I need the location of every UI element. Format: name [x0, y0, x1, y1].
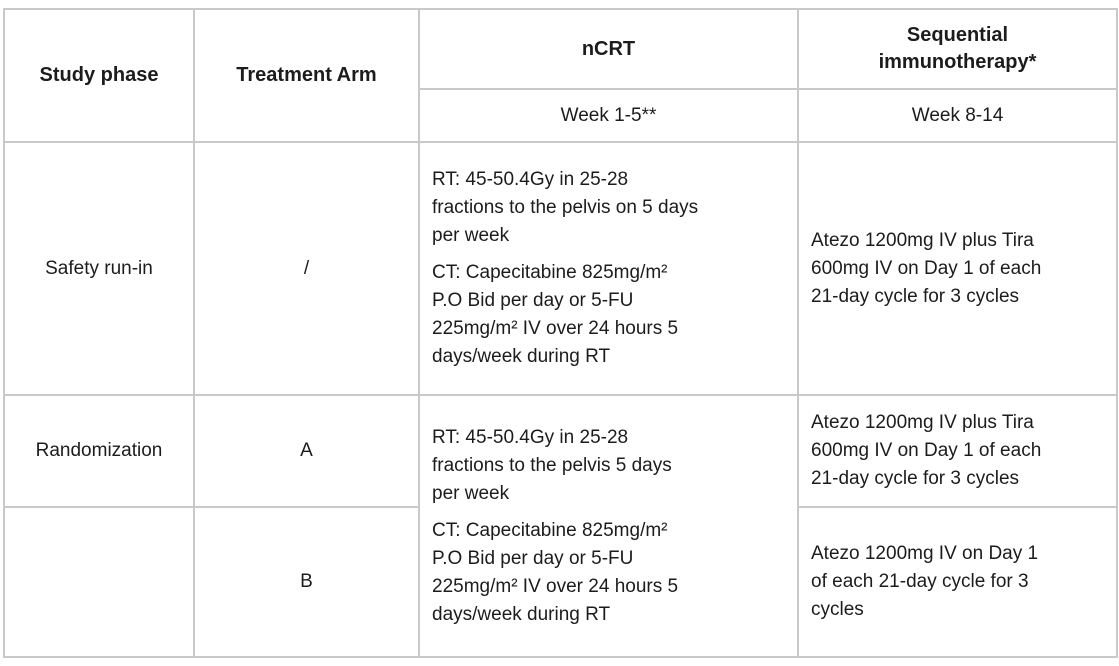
row-randomization-arm-a: Randomization A RT: 45-50.4Gy in 25-28 f… [3, 394, 1118, 658]
col-header-sequential-immunotherapy: Sequential immunotherapy* [797, 8, 1118, 90]
header-row-main: Study phase Treatment Arm nCRT Sequentia… [3, 8, 1118, 143]
safety-ncrt-ct-text: CT: Capecitabine 825mg/m² P.O Bid per da… [432, 262, 679, 367]
cell-arm-a-seq: Atezo 1200mg IV plus Tira 600mg IV on Da… [797, 394, 1118, 508]
cell-arm-a: A [193, 394, 420, 508]
cell-safety-arm: / [193, 141, 420, 396]
safety-seq-text: Atezo 1200mg IV plus Tira 600mg IV on Da… [811, 229, 1042, 307]
safety-ncrt-rt-text: RT: 45-50.4Gy in 25-28 fractions to the … [432, 169, 699, 246]
randomization-ncrt-rt-text: RT: 45-50.4Gy in 25-28 fractions to the … [432, 426, 672, 504]
study-design-table: Study phase Treatment Arm nCRT Sequentia… [3, 8, 1118, 658]
cell-empty-phase [3, 506, 195, 658]
cell-randomization-phase: Randomization [3, 394, 195, 508]
row-randomization-arm-b: B Atezo 1200mg IV on Day 1 of each 21-da… [3, 506, 1118, 658]
col-header-ncrt: nCRT [418, 8, 799, 90]
col-header-treatment-arm: Treatment Arm [193, 8, 420, 143]
arm-a-seq-text: Atezo 1200mg IV plus Tira 600mg IV on Da… [811, 412, 1042, 489]
arm-b-seq-text: Atezo 1200mg IV on Day 1 of each 21-day … [811, 543, 1039, 620]
cell-arm-b: B [193, 506, 420, 658]
col-header-study-phase: Study phase [3, 8, 195, 143]
cell-safety-seq: Atezo 1200mg IV plus Tira 600mg IV on Da… [797, 141, 1118, 396]
header-row-weeks: Week 1-5** Week 8-14 [4, 88, 1118, 143]
cell-arm-b-seq: Atezo 1200mg IV on Day 1 of each 21-day … [797, 506, 1118, 658]
subheader-seq-week: Week 8-14 [797, 88, 1118, 143]
cell-safety-ncrt: RT: 45-50.4Gy in 25-28 fractions to the … [418, 141, 799, 396]
cell-safety-phase: Safety run-in [3, 141, 195, 396]
cell-randomization-ncrt: RT: 45-50.4Gy in 25-28 fractions to the … [418, 394, 799, 658]
subheader-ncrt-week: Week 1-5** [418, 88, 799, 143]
row-safety-run-in: Safety run-in / RT: 45-50.4Gy in 25-28 f… [3, 141, 1118, 396]
randomization-ncrt-ct-text: CT: Capecitabine 825mg/m² P.O Bid per da… [432, 519, 679, 625]
